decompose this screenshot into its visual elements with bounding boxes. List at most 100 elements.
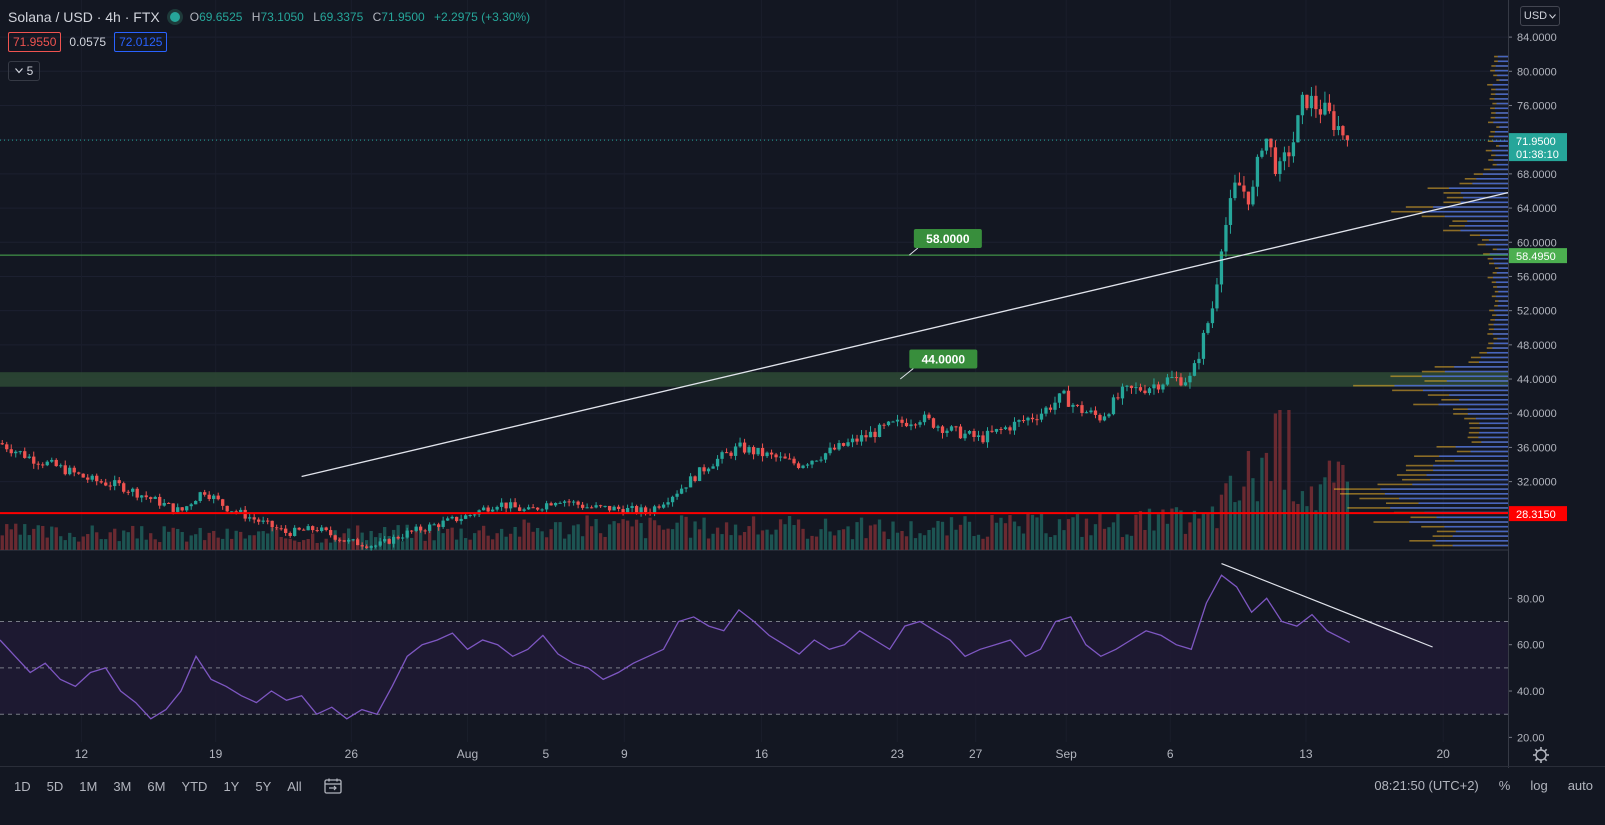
chart-canvas[interactable]: 84.000080.000076.000072.000068.000064.00… (0, 0, 1605, 768)
range-1d-button[interactable]: 1D (14, 778, 31, 794)
volume-bar (985, 536, 990, 550)
candle-body (531, 507, 535, 509)
candle-body (185, 506, 189, 511)
profile-bar-buy (1496, 314, 1508, 316)
candle-body (1219, 251, 1224, 285)
log-scale-toggle[interactable]: log (1530, 778, 1548, 793)
profile-bar-buy (1496, 102, 1508, 105)
volume-bar (1084, 518, 1089, 550)
range-5d-button[interactable]: 5D (46, 778, 64, 794)
candle-body (23, 451, 27, 458)
range-5y-button[interactable]: 5Y (255, 778, 272, 794)
candle-body (499, 502, 504, 507)
sell-price-button[interactable]: 71.9550 (8, 32, 62, 52)
candle-body (1336, 126, 1341, 131)
range-1m-button[interactable]: 1M (79, 778, 98, 794)
clock-time[interactable]: 08:21:50 (UTC+2) (1374, 778, 1479, 793)
candle-body (1084, 412, 1089, 414)
price-axis[interactable]: 84.000080.000076.000072.000068.000064.00… (1508, 32, 1567, 744)
profile-bar-buy (1495, 88, 1508, 91)
candle-body (392, 536, 396, 544)
candle-body (783, 456, 787, 459)
profile-bar-buy (1444, 215, 1508, 218)
price-tick-label-2: 76.0000 (1517, 100, 1557, 112)
gear-tooth (1534, 757, 1539, 762)
volume-bar (32, 528, 36, 550)
range-3m-button[interactable]: 3M (113, 778, 132, 794)
annotation-box-0 (913, 228, 982, 248)
volume-bar (643, 538, 648, 550)
currency-select[interactable]: USD (1520, 6, 1560, 26)
volume-bar (814, 536, 819, 550)
profile-bar-buy (1479, 361, 1508, 363)
volume-bar (517, 536, 522, 550)
volume-bar (234, 530, 238, 550)
drawing-lines[interactable] (0, 139, 1509, 515)
candle-body (1264, 138, 1269, 151)
profile-bar-buy (1467, 220, 1508, 222)
time-tick-label-11: 13 (1299, 747, 1313, 761)
candle-body (324, 527, 328, 531)
volume-bar (104, 539, 108, 550)
candle-body (1305, 94, 1309, 109)
candle-body (922, 414, 927, 423)
profile-bar-buy (1493, 140, 1508, 142)
candle-body (445, 518, 450, 521)
volume-bar (697, 529, 702, 550)
candle-body (27, 456, 31, 458)
volume-bar (320, 542, 324, 550)
range-6m-button[interactable]: 6M (147, 778, 166, 794)
profile-bar-buy (1452, 544, 1508, 547)
profile-bar-buy (1493, 257, 1508, 260)
ohlc-values: O69.6525 H73.1050 L69.3375 C71.9500 +2.2… (190, 10, 536, 24)
candle-body (468, 515, 472, 517)
volume-bar (1089, 535, 1093, 550)
candle-body (1152, 384, 1156, 389)
candle-body (41, 464, 45, 466)
volume-bar (693, 521, 697, 550)
buy-price-button[interactable]: 72.0125 (114, 32, 168, 52)
profile-bar-buy (1478, 436, 1508, 439)
symbol-title[interactable]: Solana / USD · 4h · FTX (8, 9, 160, 25)
range-1y-button[interactable]: 1Y (223, 778, 240, 794)
volume-bar (810, 535, 814, 550)
volume-bar (949, 517, 954, 550)
candle-body (1323, 102, 1327, 115)
volume-bar (1039, 512, 1044, 550)
volume-bar (1305, 506, 1309, 550)
candle-body (1048, 407, 1053, 410)
candle-body (603, 505, 607, 507)
candle-body (1246, 191, 1251, 205)
volume-bar (1102, 528, 1107, 550)
range-all-button[interactable]: All (287, 778, 302, 794)
candle-body (787, 458, 792, 460)
volume-bar (1336, 461, 1341, 550)
range-ytd-button[interactable]: YTD (181, 778, 208, 794)
market-status-icon[interactable] (169, 12, 180, 22)
candle-body (1341, 126, 1345, 136)
volume-bar (194, 534, 198, 550)
volume-bar (1152, 530, 1156, 550)
profile-bar-buy (1422, 210, 1508, 213)
profile-bar-buy (1472, 182, 1508, 185)
candle-body (909, 424, 913, 427)
candle-body (1003, 427, 1008, 430)
auto-scale-toggle[interactable]: auto (1567, 778, 1593, 793)
candle-body (841, 443, 846, 446)
time-axis[interactable]: 12 19 26 Aug 5 9 16 23 27 Sep 6 13 20 (75, 747, 1549, 763)
spread-value: 0.0575 (69, 35, 107, 49)
percent-scale-toggle[interactable]: % (1498, 778, 1511, 793)
candle-body (963, 433, 967, 439)
volume-bar (765, 529, 769, 550)
profile-bar-buy (1495, 319, 1508, 321)
candle-body (931, 418, 936, 428)
profile-bar-buy (1480, 234, 1508, 237)
indicators-toggle-button[interactable]: 5 (8, 61, 40, 81)
profile-bar-buy (1384, 493, 1508, 495)
candle-body (1039, 413, 1044, 420)
ohlc-open: 69.6525 (199, 10, 243, 24)
calendar-icon[interactable] (324, 778, 342, 794)
candle-body (405, 530, 409, 538)
volume-bar (1215, 528, 1219, 550)
profile-bar-buy (1433, 469, 1508, 472)
